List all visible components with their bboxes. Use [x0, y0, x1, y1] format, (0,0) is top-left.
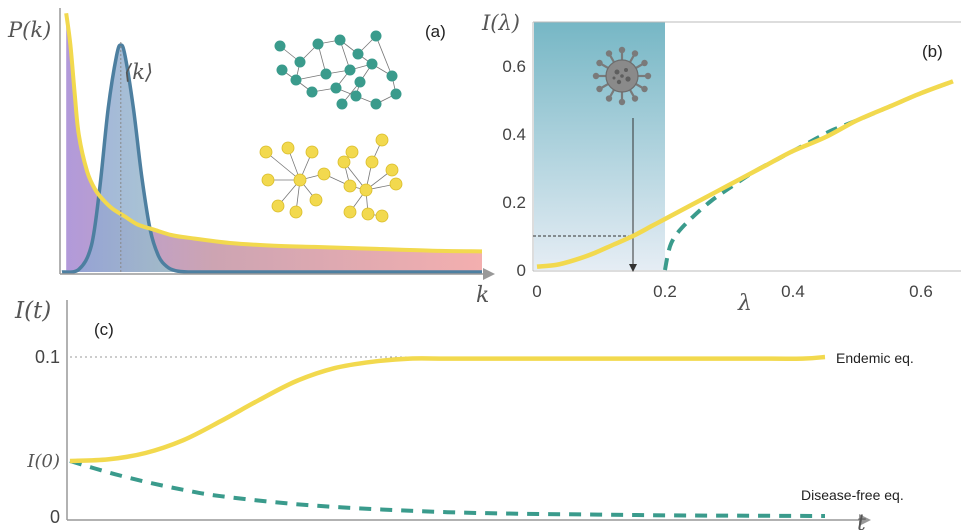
virus-spot — [620, 74, 624, 78]
network-node — [366, 58, 378, 70]
network-node — [352, 48, 364, 60]
virus-spot — [625, 76, 631, 82]
prevalence-curve — [536, 79, 954, 269]
virus-spot — [612, 76, 616, 80]
network-node — [375, 209, 389, 223]
panel-c: 0 I(0) 0.1 I(t) t (c) Endemic eq. Disease-… — [14, 298, 914, 530]
y-tick-label: 0.1 — [35, 347, 60, 367]
y-tick-label: 0.6 — [502, 57, 526, 76]
network-node — [317, 167, 331, 181]
network-node — [306, 86, 318, 98]
panel-a: P(k) k ⟨k⟩ (a) — [7, 8, 495, 308]
virus-icon — [592, 46, 652, 106]
virus-spike-tip — [644, 72, 652, 80]
network-node — [337, 155, 351, 169]
network-node — [350, 90, 362, 102]
network-edge — [265, 151, 301, 181]
network-node — [312, 38, 324, 50]
panel-label-a: (a) — [425, 22, 446, 41]
network-node — [390, 88, 402, 100]
mean-field-dashed-curve — [663, 79, 954, 271]
network-node — [294, 56, 306, 68]
virus-spike-tip — [618, 46, 626, 54]
virus-spike-tip — [618, 98, 626, 106]
ylabel-c: I(t) — [14, 298, 51, 324]
virus-spot — [624, 68, 628, 72]
x-tick-label: 0.2 — [653, 282, 677, 301]
y-tick-label: 0 — [517, 261, 526, 280]
network-node — [354, 76, 366, 88]
network-node — [370, 30, 382, 42]
virus-spike-tip — [641, 85, 648, 93]
virus-spot — [614, 69, 620, 75]
virus-spike-tip — [631, 95, 639, 102]
virus-spike-tip — [641, 59, 648, 67]
network-node — [274, 40, 286, 52]
virus-spike-tip — [631, 50, 639, 57]
network-node — [330, 82, 342, 94]
virus-spike-tip — [605, 95, 613, 102]
xlabel-a: k — [476, 283, 489, 308]
ylabel-b: I(λ) — [481, 11, 520, 35]
network-node — [309, 193, 323, 207]
network-node — [289, 205, 303, 219]
virus-spot — [616, 79, 622, 85]
network-node — [334, 34, 346, 46]
y-tick-label: I(0) — [26, 451, 60, 472]
network-node — [370, 98, 382, 110]
mean-label: ⟨k⟩ — [124, 60, 153, 84]
network-node — [305, 145, 319, 159]
subthreshold-region — [534, 22, 665, 270]
virus-spike-tip — [592, 72, 600, 80]
disease-free-curve — [69, 459, 826, 518]
peaked-distribution-line — [61, 43, 482, 274]
virus-spike-tip — [596, 59, 603, 67]
network-node — [345, 145, 359, 159]
random-network-icon — [274, 30, 402, 110]
network-node — [344, 64, 356, 76]
network-node — [259, 145, 273, 159]
endemic-curve — [69, 354, 826, 464]
x-tick-label: 0 — [532, 282, 541, 301]
heavy-tail-line — [64, 13, 483, 254]
network-node — [290, 74, 302, 86]
virus-spike-tip — [605, 50, 613, 57]
network-node — [281, 141, 295, 155]
panel-b: 0 0.2 0.4 0.6 0 0.2 0.4 0.6 I(λ) λ (b) — [481, 11, 961, 316]
xlabel-c: t — [857, 511, 866, 530]
peaked-distribution-area — [62, 45, 482, 273]
x-tick-label: 0.4 — [781, 282, 805, 301]
virus-spike-tip — [596, 85, 603, 93]
network-node — [336, 98, 348, 110]
network-node — [361, 207, 375, 221]
xlabel-b: λ — [737, 291, 752, 316]
y-tick-label: 0.2 — [502, 193, 526, 212]
network-node — [359, 183, 373, 197]
network-node — [343, 179, 357, 193]
network-node — [293, 173, 307, 187]
network-node — [343, 205, 357, 219]
network-node — [365, 155, 379, 169]
panel-label-b: (b) — [922, 42, 943, 61]
y-tick-label: 0.4 — [502, 125, 526, 144]
network-node — [276, 64, 288, 76]
network-node — [389, 177, 403, 191]
disease-free-annotation: Disease-free eq. — [801, 487, 904, 503]
endemic-annotation: Endemic eq. — [836, 350, 914, 366]
network-node — [386, 70, 398, 82]
y-tick-label: 0 — [50, 507, 60, 527]
scale-free-network-icon — [259, 133, 403, 223]
network-edge — [375, 35, 393, 77]
network-node — [375, 133, 389, 147]
panel-label-c: (c) — [94, 320, 114, 339]
x-tick-label: 0.6 — [909, 282, 933, 301]
network-node — [261, 173, 275, 187]
network-node — [271, 199, 285, 213]
network-node — [385, 163, 399, 177]
ylabel-a: P(k) — [7, 18, 51, 42]
network-node — [320, 68, 332, 80]
